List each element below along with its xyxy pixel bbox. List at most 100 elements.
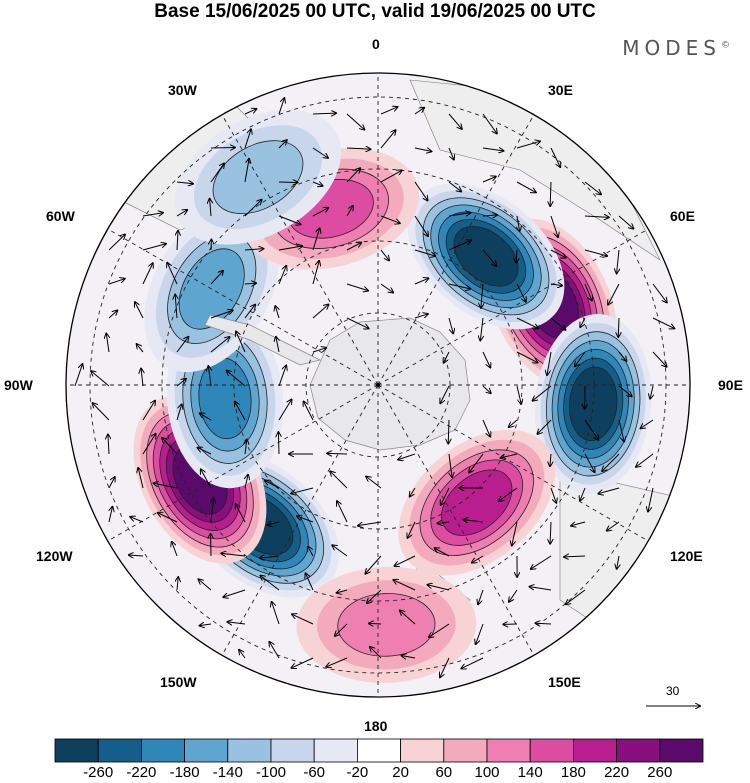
wind-arrow — [260, 556, 280, 558]
anomaly-center — [296, 566, 477, 683]
wind-arrow — [335, 623, 348, 636]
wind-arrow — [142, 244, 166, 251]
wind-arrow — [407, 521, 416, 538]
wind-arrow — [176, 182, 193, 184]
colorbar-swatch — [529, 738, 574, 763]
wind-arrow — [448, 213, 470, 217]
wind-arrow — [326, 657, 348, 667]
wind-arrow — [177, 231, 178, 251]
colorbar-tick-label: -20 — [346, 764, 369, 781]
wind-arrow — [414, 181, 428, 200]
brand-mark: © — [721, 40, 730, 51]
wind-arrow — [244, 159, 249, 183]
wind-arrow — [346, 148, 370, 149]
wind-arrow — [244, 249, 263, 250]
wind-arrow — [276, 337, 279, 353]
wind-arrow — [312, 182, 323, 186]
meridian — [107, 228, 379, 386]
wind-arrow — [142, 213, 163, 216]
wind-arrow — [414, 278, 428, 285]
wind-arrow — [260, 576, 280, 591]
wind-arrow — [91, 371, 110, 387]
wind-arrow — [312, 348, 326, 353]
wind-arrow — [346, 283, 368, 291]
wind-arrow — [550, 215, 558, 237]
colorbar-swatch — [270, 738, 315, 763]
wind-arrow — [291, 657, 314, 668]
wind-arrow — [463, 520, 484, 522]
colorbar-swatch — [141, 738, 186, 763]
wind-arrow — [448, 317, 453, 333]
wind-arrow — [641, 419, 654, 428]
wind-arrow — [516, 249, 517, 263]
wind-arrow — [365, 555, 382, 574]
wind-arrow — [108, 279, 125, 285]
wind-arrow — [138, 468, 144, 489]
wind-arrow — [244, 305, 255, 319]
wind-arrow — [158, 513, 178, 523]
wind-arrow — [210, 337, 229, 353]
wind-arrow — [517, 215, 520, 231]
wind-arrow — [278, 400, 292, 421]
wind-arrow — [210, 271, 223, 285]
meridian — [107, 384, 379, 542]
lon-label-180: 180 — [364, 718, 388, 734]
wind-arrow — [210, 164, 224, 183]
wind-arrow — [427, 585, 450, 591]
wind-arrow — [516, 351, 538, 363]
wind-arrow — [142, 434, 156, 455]
wind-arrow — [200, 413, 212, 421]
wind-arrow — [177, 577, 178, 591]
colorbar-tick-label: 140 — [517, 764, 543, 781]
wind-arrow — [602, 453, 620, 471]
wind-arrow — [330, 471, 348, 489]
wind-arrow — [176, 337, 188, 353]
map-border — [65, 72, 691, 698]
wind-arrow — [448, 419, 449, 443]
wind-arrow — [278, 366, 286, 387]
wind-arrow — [482, 177, 496, 183]
wind-arrow — [275, 306, 279, 319]
wind-arrow — [221, 553, 246, 556]
wind-arrow — [516, 385, 521, 404]
wind-arrow — [108, 235, 125, 251]
wind-arrow — [106, 334, 109, 353]
wind-arrow — [306, 573, 314, 591]
wind-arrow — [227, 371, 246, 387]
wind-arrow — [448, 283, 470, 289]
colorbar-tick-label: 100 — [474, 764, 500, 781]
colorbar-tick-label: -60 — [303, 764, 326, 781]
wind-arrow — [265, 481, 280, 489]
wind-arrow — [550, 284, 562, 286]
wind-arrow — [367, 589, 382, 603]
wind-arrow — [584, 419, 598, 440]
meridian — [377, 114, 535, 386]
wind-arrow — [550, 147, 560, 167]
wind-arrow — [135, 302, 144, 319]
wind-arrow — [598, 487, 620, 494]
wind-arrow — [292, 614, 314, 625]
wind-arrow — [414, 148, 431, 151]
lon-label-120w: 120W — [36, 548, 73, 564]
wind-arrow — [346, 168, 360, 183]
colorbar-swatch — [356, 738, 401, 763]
wind-arrow — [400, 610, 416, 625]
colorbar-swatch — [616, 738, 661, 763]
wind-arrow — [618, 351, 626, 361]
wind-arrow — [278, 140, 287, 149]
wind-arrow — [236, 332, 246, 353]
wind-arrow — [245, 475, 248, 489]
colorbar-swatch — [97, 738, 142, 763]
wind-arrow — [312, 113, 336, 114]
wind-arrow — [652, 351, 667, 367]
colorbar-tick-label: 260 — [647, 764, 673, 781]
wind-arrow — [550, 317, 565, 330]
wind-arrow — [74, 364, 82, 387]
wind-arrow — [444, 351, 450, 363]
wind-arrow — [482, 113, 497, 133]
wind-arrow — [482, 351, 490, 367]
wind-arrow — [618, 317, 619, 337]
wind-arrow — [153, 483, 178, 489]
wind-arrow — [531, 555, 552, 569]
